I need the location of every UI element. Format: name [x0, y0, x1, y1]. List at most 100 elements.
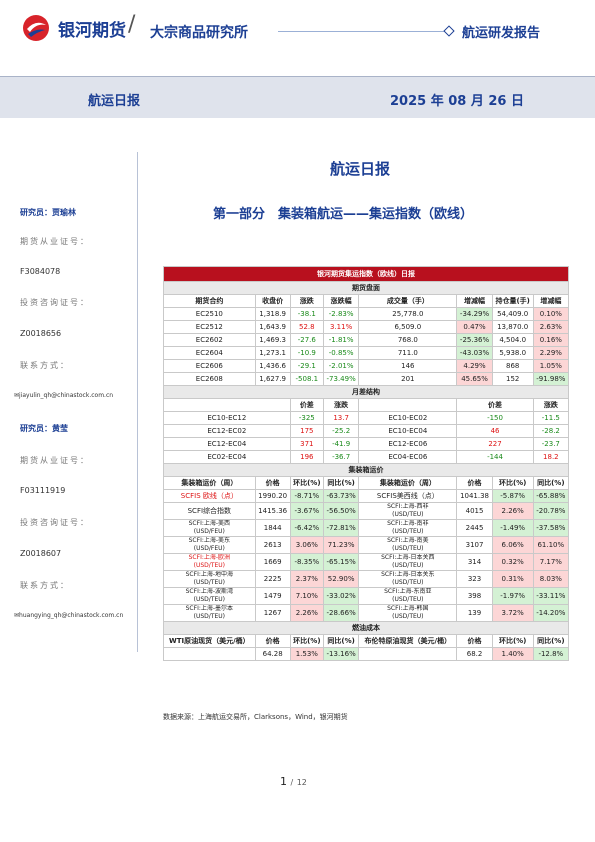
spread-row-cell: EC12-EC04 — [163, 437, 291, 451]
spread-row: EC10-EC12 -325 13.7 EC10-EC02 -150 -11.5 — [163, 411, 570, 425]
part-title: 第一部分 集装箱航运——集运指数（欧线） — [213, 207, 474, 222]
table-title: 银河期货集运指数（欧线）日报 — [163, 266, 569, 282]
freight-header-cell: 同比(%) — [532, 476, 570, 490]
freight-row-cell: SCFI:上海-日本关东 (USD/TEU) — [358, 570, 458, 588]
freight-row-cell: 1669 — [254, 553, 291, 571]
futures-row-cell: EC2510 — [163, 307, 256, 321]
freight-row-cell: -28.66% — [322, 604, 360, 622]
spread-row: EC12-EC02 175 -25.2 EC10-EC04 46 -28.2 — [163, 424, 570, 438]
futures-row-cell: EC2512 — [163, 320, 256, 334]
freight-header-cell: 环比(%) — [289, 476, 324, 490]
contact1-label: 联系方式： — [20, 361, 70, 370]
futures-header-cell: 期货合约 — [163, 294, 256, 308]
freight-row-cell: SCFI:上海-西非 (USD/TEU) — [358, 502, 458, 520]
spread-row-cell: -325 — [289, 411, 324, 425]
futures-row-cell: 768.0 — [358, 333, 458, 347]
freight-row: SCFI:上海-墨尔本 (USD/TEU) 1267 2.26% -28.66% SCF… — [163, 604, 570, 622]
spread-row-cell: EC10-EC12 — [163, 411, 291, 425]
freight-row-cell: 3107 — [456, 536, 493, 554]
freight-row: SCFI:上海-美西 (USD/FEU) 1844 -6.42% -72.81% SCF… — [163, 519, 570, 537]
futures-row-cell: 1,469.3 — [254, 333, 291, 347]
freight-header-cell: 集装箱运价（周） — [358, 476, 458, 490]
futures-row-cell: 1,273.1 — [254, 346, 291, 360]
fuel-row-cell — [358, 647, 458, 661]
futures-row-cell: 868 — [491, 359, 534, 373]
freight-row-cell: SCFI综合指数 — [163, 502, 256, 520]
futures-row-cell: 146 — [358, 359, 458, 373]
freight-row-cell: -63.73% — [322, 489, 360, 503]
freight-row-cell: SCFI:上海-日本关西 (USD/TEU) — [358, 553, 458, 571]
futures-row-cell: 0.16% — [532, 333, 570, 347]
freight-row-cell: SCFIS 欧线（点） — [163, 489, 256, 503]
freight-index-table: 银河期货集运指数（欧线）日报 期货盘面 期货合约 收盘价 涨跌 涨跌幅 成交量（手） 增减幅持… — [163, 266, 570, 661]
freight-row: SCFI:上海-波斯湾 (USD/TEU) 1479 7.10% -33.02% SCF… — [163, 587, 570, 605]
freight-row-cell: 323 — [456, 570, 493, 588]
futures-row-cell: -1.81% — [322, 333, 360, 347]
spread-row-cell: 371 — [289, 437, 324, 451]
fuel-row-cell: 64.28 — [254, 647, 291, 661]
freight-row-cell: 52.90% — [322, 570, 360, 588]
email2[interactable]: ✉huangying_qh@chinastock.com.cn — [14, 612, 123, 619]
qual2-number: F03111919 — [20, 486, 66, 495]
email1[interactable]: ✉jiayulin_qh@chinastock.com.cn — [14, 392, 113, 399]
section-futures: 期货盘面 — [163, 281, 569, 295]
spread-header-cell — [358, 398, 458, 412]
freight-row-cell: 1267 — [254, 604, 291, 622]
spread-row-cell: EC12-EC02 — [163, 424, 291, 438]
freight-row-cell: SCFI:上海-美西 (USD/FEU) — [163, 519, 256, 537]
spread-row-cell: -25.2 — [322, 424, 360, 438]
freight-row-cell: 1844 — [254, 519, 291, 537]
futures-header-cell: 涨跌 — [289, 294, 324, 308]
futures-row: EC2602 1,469.3 -27.6 -1.81% 768.0 -25.36% 4,50… — [163, 333, 570, 347]
diamond-icon — [443, 25, 455, 37]
spread-row-cell: 227 — [456, 437, 534, 451]
futures-header-cell: 收盘价 — [254, 294, 291, 308]
futures-row-cell: -2.83% — [322, 307, 360, 321]
mail-icon: ✉ — [14, 392, 20, 399]
freight-row-cell: -65.15% — [322, 553, 360, 571]
contact2-label: 联系方式： — [20, 581, 70, 590]
freight-row-cell: SCFI:上海-美东 (USD/FEU) — [163, 536, 256, 554]
fuel-header-cell: 同比(%) — [532, 634, 570, 648]
freight-row-cell: 0.32% — [491, 553, 534, 571]
futures-row: EC2510 1,318.9 -38.1 -2.83% 25,778.0 -34.29% 5… — [163, 307, 570, 321]
futures-row-cell: 201 — [358, 372, 458, 386]
fuel-row-cell: -13.16% — [322, 647, 360, 661]
futures-row: EC2606 1,436.6 -29.1 -2.01% 146 4.29% 868 1.05% — [163, 359, 570, 373]
futures-row-cell: 711.0 — [358, 346, 458, 360]
freight-row-cell: SCFI:上海-韩国 (USD/TEU) — [358, 604, 458, 622]
futures-header-cell: 增减幅 — [532, 294, 570, 308]
spread-row-cell: EC12-EC06 — [358, 437, 458, 451]
fuel-header: WTI原油现货（美元/桶） 价格 环比(%) 同比(%) 布伦特原油现货（美元/桶） 价格… — [163, 634, 570, 648]
freight-row: SCFI:上海-欧洲 (USD/TEU) 1669 -8.35% -65.15% SCF… — [163, 553, 570, 571]
freight-row-cell: -5.87% — [491, 489, 534, 503]
fuel-row-cell: 1.53% — [289, 647, 324, 661]
email2-text: huangying_qh@chinastock.com.cn — [19, 612, 124, 619]
freight-row-cell: 0.31% — [491, 570, 534, 588]
futures-row-cell: -38.1 — [289, 307, 324, 321]
freight-row-cell: 314 — [456, 553, 493, 571]
futures-row-cell: 54,409.0 — [491, 307, 534, 321]
futures-row-cell: 52.8 — [289, 320, 324, 334]
invest1-label: 投资咨询证号： — [20, 298, 90, 307]
spread-row-cell: -11.5 — [532, 411, 570, 425]
fuel-header-cell: 价格 — [456, 634, 493, 648]
futures-row-cell: -508.1 — [289, 372, 324, 386]
spread-row-cell: -144 — [456, 450, 534, 464]
qual1-label: 期货从业证号： — [20, 237, 90, 246]
futures-row: EC2608 1,627.9 -508.1 -73.49% 201 45.65% 152 -9… — [163, 372, 570, 386]
page-sep: / — [290, 778, 294, 787]
futures-row-cell: -43.03% — [456, 346, 493, 360]
futures-header-cell: 成交量（手） — [358, 294, 458, 308]
freight-row-cell: SCFI:上海-南非 (USD/TEU) — [358, 519, 458, 537]
freight-row-cell: 1479 — [254, 587, 291, 605]
fuel-header-cell: 环比(%) — [491, 634, 534, 648]
report-type: 航运研发报告 — [462, 26, 541, 41]
fuel-header-cell: 环比(%) — [289, 634, 324, 648]
freight-row-cell: 1990.20 — [254, 489, 291, 503]
total-pages: 12 — [296, 778, 307, 787]
futures-row-cell: EC2602 — [163, 333, 256, 347]
freight-row-cell: SCFI:上海-南美 (USD/TEU) — [358, 536, 458, 554]
spread-row-cell: 18.2 — [532, 450, 570, 464]
spread-row-cell: -23.7 — [532, 437, 570, 451]
